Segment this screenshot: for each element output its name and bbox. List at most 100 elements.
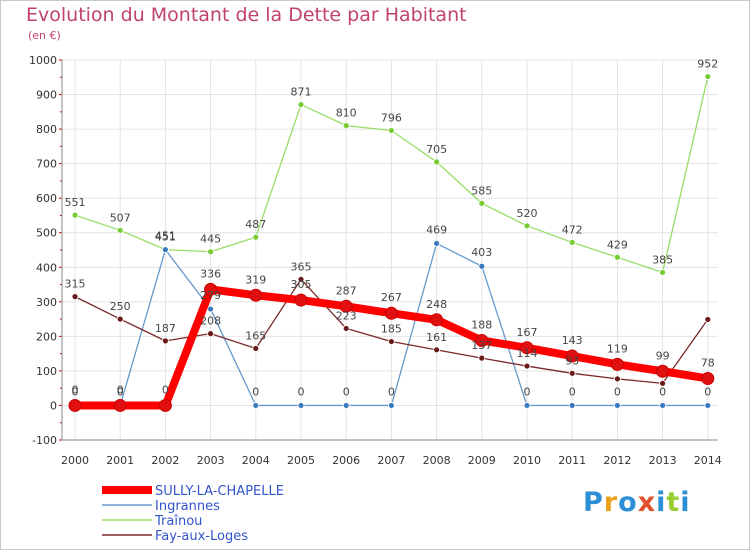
data-label-fay-aux-loges: 161 bbox=[426, 331, 447, 344]
x-tick-label: 2000 bbox=[61, 454, 89, 467]
data-point-sully-la-chapelle bbox=[158, 398, 172, 412]
data-label-tra-nou: 952 bbox=[697, 58, 718, 71]
data-label-ingrannes: 0 bbox=[704, 385, 711, 398]
chart-title: Evolution du Montant de la Dette par Hab… bbox=[26, 4, 467, 26]
logo-letter: o bbox=[618, 487, 638, 518]
data-label-fay-aux-loges: 223 bbox=[336, 309, 357, 322]
data-label-fay-aux-loges: 165 bbox=[245, 329, 266, 342]
data-label-tra-nou: 487 bbox=[245, 218, 266, 231]
data-label-ingrannes: 0 bbox=[72, 385, 79, 398]
data-point-ingrannes bbox=[568, 402, 576, 409]
data-point-tra-nou bbox=[252, 233, 260, 241]
data-point-fay-aux-loges bbox=[342, 325, 350, 332]
data-label-fay-aux-loges: 185 bbox=[381, 323, 402, 336]
data-label-ingrannes: 0 bbox=[659, 385, 666, 398]
legend-label-ingrannes: Ingrannes bbox=[155, 499, 220, 514]
data-point-tra-nou bbox=[297, 101, 305, 108]
data-point-ingrannes bbox=[161, 246, 169, 254]
data-point-sully-la-chapelle bbox=[113, 398, 127, 412]
data-point-tra-nou bbox=[116, 226, 124, 234]
data-point-sully-la-chapelle bbox=[610, 357, 624, 371]
logo-letter: i bbox=[656, 487, 667, 518]
chart-subtitle: (en €) bbox=[28, 29, 61, 42]
data-point-ingrannes bbox=[342, 402, 350, 409]
data-label-tra-nou: 705 bbox=[426, 143, 447, 156]
data-point-tra-nou bbox=[387, 127, 395, 134]
x-tick-label: 2011 bbox=[558, 454, 586, 467]
logo-letter: t bbox=[666, 487, 681, 518]
data-label-sully-la-chapelle: 267 bbox=[381, 291, 402, 304]
data-point-sully-la-chapelle bbox=[475, 334, 489, 348]
data-point-fay-aux-loges bbox=[252, 345, 260, 352]
y-tick-label: 200 bbox=[36, 330, 57, 343]
data-label-sully-la-chapelle: 319 bbox=[245, 273, 266, 286]
data-point-fay-aux-loges bbox=[387, 338, 395, 345]
data-point-sully-la-chapelle bbox=[384, 306, 398, 320]
x-tick-label: 2012 bbox=[603, 454, 631, 467]
x-tick-label: 2008 bbox=[423, 454, 451, 467]
data-point-tra-nou bbox=[659, 269, 666, 276]
data-label-ingrannes: 0 bbox=[524, 385, 531, 398]
data-point-sully-la-chapelle bbox=[204, 282, 218, 296]
logo-letter: x bbox=[637, 487, 657, 518]
data-point-ingrannes bbox=[614, 402, 621, 409]
data-label-tra-nou: 472 bbox=[562, 223, 583, 236]
data-point-tra-nou bbox=[478, 199, 486, 207]
data-point-fay-aux-loges bbox=[207, 330, 215, 338]
data-label-ingrannes: 0 bbox=[252, 385, 259, 398]
data-point-ingrannes bbox=[433, 240, 441, 247]
x-tick-label: 2010 bbox=[513, 454, 541, 467]
x-tick-label: 2001 bbox=[106, 454, 134, 467]
y-tick-label: 900 bbox=[36, 89, 57, 102]
x-tick-label: 2014 bbox=[694, 454, 722, 467]
data-point-tra-nou bbox=[71, 211, 79, 219]
x-tick-label: 2009 bbox=[468, 454, 496, 467]
data-point-fay-aux-loges bbox=[614, 375, 621, 383]
data-label-tra-nou: 445 bbox=[200, 233, 221, 246]
data-label-fay-aux-loges: 93 bbox=[565, 354, 579, 367]
data-label-sully-la-chapelle: 305 bbox=[291, 278, 312, 291]
data-label-sully-la-chapelle: 167 bbox=[517, 326, 538, 339]
y-tick-label: 700 bbox=[36, 158, 57, 171]
data-point-fay-aux-loges bbox=[523, 362, 531, 370]
data-point-fay-aux-loges bbox=[659, 379, 666, 387]
data-label-ingrannes: 469 bbox=[426, 223, 447, 236]
data-point-ingrannes bbox=[523, 402, 531, 409]
data-label-ingrannes: 0 bbox=[569, 385, 576, 398]
data-point-ingrannes bbox=[297, 402, 305, 409]
data-point-sully-la-chapelle bbox=[430, 313, 444, 327]
y-tick-label: -100 bbox=[32, 434, 57, 447]
data-point-ingrannes bbox=[704, 402, 712, 409]
y-tick-label: 1000 bbox=[29, 54, 57, 67]
data-label-ingrannes: 0 bbox=[343, 385, 350, 398]
y-tick-label: 400 bbox=[36, 261, 57, 274]
data-point-sully-la-chapelle bbox=[520, 341, 534, 355]
data-point-fay-aux-loges bbox=[116, 315, 124, 323]
data-point-ingrannes bbox=[207, 305, 215, 313]
data-point-sully-la-chapelle bbox=[249, 288, 263, 302]
y-tick-label: 300 bbox=[36, 296, 57, 309]
data-point-ingrannes bbox=[387, 402, 395, 409]
data-label-tra-nou: 871 bbox=[291, 86, 312, 99]
data-point-tra-nou bbox=[433, 158, 441, 166]
y-tick-label: 100 bbox=[36, 365, 57, 378]
data-point-tra-nou bbox=[704, 73, 712, 80]
data-label-fay-aux-loges: 114 bbox=[517, 347, 538, 360]
data-point-sully-la-chapelle bbox=[294, 293, 308, 307]
data-label-ingrannes: 0 bbox=[117, 385, 124, 398]
data-point-tra-nou bbox=[342, 122, 350, 130]
data-point-fay-aux-loges bbox=[297, 275, 305, 283]
data-label-sully-la-chapelle: 188 bbox=[471, 319, 492, 332]
data-label-tra-nou: 551 bbox=[65, 196, 86, 209]
data-point-fay-aux-loges bbox=[568, 369, 576, 377]
data-point-sully-la-chapelle bbox=[701, 372, 715, 386]
y-tick-label: 600 bbox=[36, 192, 57, 205]
data-label-sully-la-chapelle: 336 bbox=[200, 267, 221, 280]
data-label-tra-nou: 429 bbox=[607, 238, 628, 251]
legend-label-fay-aux-loges: Fay-aux-Loges bbox=[155, 529, 248, 544]
data-point-fay-aux-loges bbox=[161, 337, 169, 345]
data-point-tra-nou bbox=[568, 238, 576, 246]
data-point-tra-nou bbox=[523, 222, 531, 230]
x-tick-label: 2006 bbox=[332, 454, 360, 467]
x-tick-label: 2004 bbox=[242, 454, 270, 467]
